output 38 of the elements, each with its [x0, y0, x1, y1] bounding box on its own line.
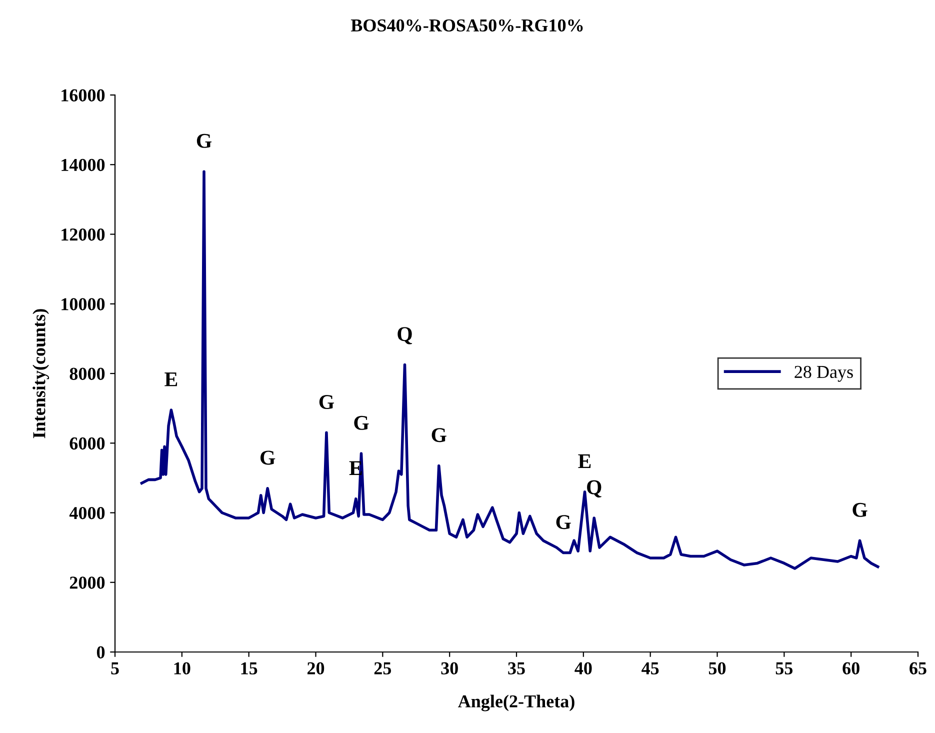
x-tick-label: 5 [111, 662, 119, 674]
annotation: G [432, 428, 446, 442]
x-tick-label: 40 [574, 662, 592, 674]
x-tick-label: 55 [776, 662, 793, 674]
chart-title: BOS40%-ROSA50%-RG10% [350, 19, 583, 32]
x-tick-label: 65 [910, 662, 926, 674]
y-tick-label: 4000 [69, 507, 105, 520]
y-tick-label: 16000 [62, 89, 105, 102]
x-tick-label: 60 [842, 662, 860, 674]
x-tick-label: 50 [708, 662, 726, 674]
y-tick-label: 2000 [70, 576, 105, 589]
y-tick-label: 10000 [62, 298, 105, 310]
annotation: G [319, 395, 334, 410]
annotation: E [164, 372, 178, 386]
annotation: G [556, 515, 571, 530]
annotation: Q [587, 480, 602, 498]
x-axis-title: Angle(2-Theta) [458, 694, 574, 712]
x-tick-label: 45 [642, 662, 659, 674]
legend-label: 28 Days [794, 366, 853, 382]
y-axis-title: Intensity(counts) [32, 309, 50, 438]
y-tick-label: 6000 [70, 437, 105, 450]
annotation: G [852, 502, 868, 517]
y-tick-label: 8000 [70, 368, 105, 380]
x-tick-label: 25 [374, 662, 392, 674]
annotation: E [578, 454, 591, 468]
annotation: G [260, 450, 276, 465]
annotation: Q [398, 327, 412, 344]
line-series [140, 170, 880, 570]
y-tick-label: 0 [96, 646, 105, 658]
x-tick-label: 20 [307, 662, 324, 674]
x-tick-label: 30 [441, 662, 458, 674]
annotation: G [196, 134, 212, 148]
x-tick-label: 10 [174, 662, 190, 674]
x-tick-label: 35 [508, 662, 525, 674]
y-tick-label: 12000 [62, 228, 105, 241]
annotation: G [354, 416, 369, 430]
x-tick-label: 15 [241, 662, 258, 674]
y-tick-label: 14000 [62, 158, 105, 172]
